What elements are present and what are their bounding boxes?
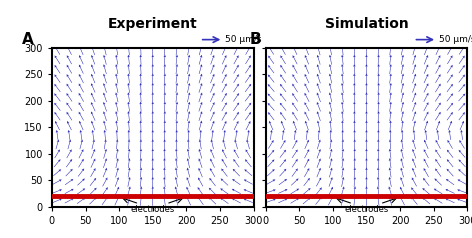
Title: Simulation: Simulation: [325, 17, 408, 31]
Title: Experiment: Experiment: [108, 17, 198, 31]
Text: 50 μm/s: 50 μm/s: [439, 35, 472, 44]
Text: 50 μm/s: 50 μm/s: [225, 35, 262, 44]
Text: B: B: [250, 32, 261, 47]
Text: electrodes: electrodes: [131, 205, 175, 214]
Text: electrodes: electrodes: [345, 205, 388, 214]
Text: A: A: [22, 32, 34, 47]
